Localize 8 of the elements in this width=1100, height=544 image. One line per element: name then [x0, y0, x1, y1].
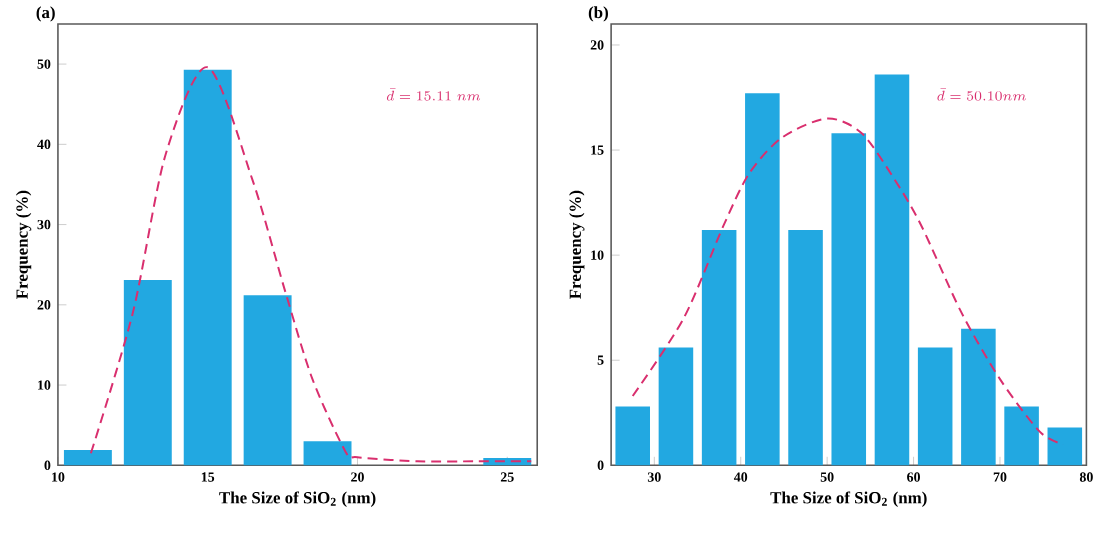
annotation: $\bar{d}=15.11\ nm$	[386, 88, 481, 102]
x-axis-title: The Size of SiO$_{2}$ (nm)	[770, 491, 927, 508]
y-axis-title: Frequency (%)	[15, 191, 32, 300]
chart-title: (a)	[36, 6, 55, 22]
x-axis-title: The Size of SiO$_{2}$ (nm)	[219, 491, 376, 508]
annotation: $\bar{d}=50.10nm$	[937, 88, 1026, 102]
y-axis-title: Frequency (%)	[569, 191, 585, 300]
chart-title: (b)	[588, 6, 608, 22]
